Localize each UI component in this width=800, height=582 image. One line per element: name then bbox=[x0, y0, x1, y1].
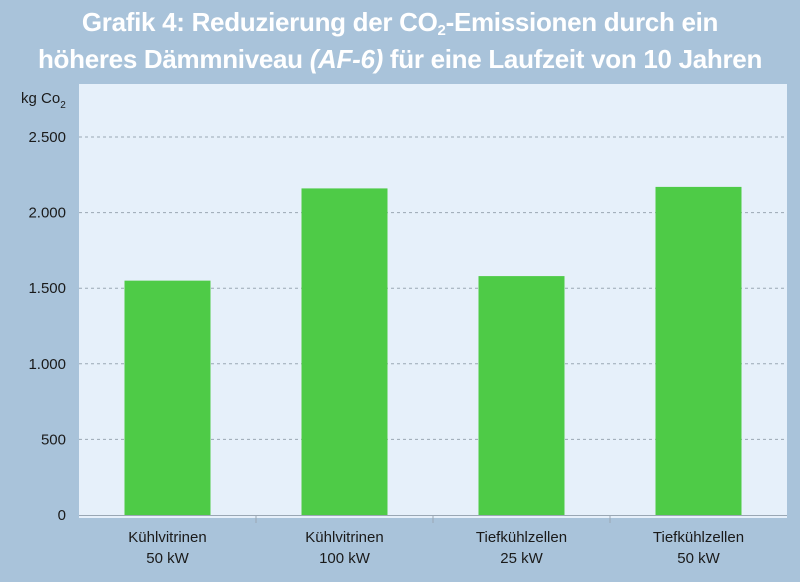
chart-title-line-2: höheres Dämmniveau (AF-6) für eine Laufz… bbox=[0, 41, 800, 78]
bar bbox=[655, 186, 742, 515]
x-category-label: Tiefkühlzellen 50 kW bbox=[653, 529, 744, 567]
x-category-label: Kühlvitrinen 100 kW bbox=[305, 529, 383, 567]
y-tick-label: 2.500 bbox=[28, 129, 66, 146]
title-line2-suffix: für eine Laufzeit von 10 Jahren bbox=[382, 44, 763, 74]
title-line2-emphasis: (AF-6) bbox=[309, 44, 384, 74]
x-category-label: Kühlvitrinen 50 kW bbox=[128, 529, 206, 567]
y-tick-label: 500 bbox=[41, 431, 66, 448]
bar bbox=[478, 276, 565, 515]
y-tick-label: 2.000 bbox=[28, 205, 66, 222]
x-category-label: Tiefkühlzellen 25 kW bbox=[476, 529, 567, 567]
bar bbox=[124, 280, 211, 515]
title-line1-prefix: Grafik 4: Reduzierung der CO bbox=[81, 7, 438, 37]
chart-title: Grafik 4: Reduzierung der CO2-Emissionen… bbox=[0, 4, 800, 78]
y-axis-label: kg Co2 bbox=[21, 90, 66, 111]
title-line1-suffix: -Emissionen durch ein bbox=[445, 7, 719, 37]
bar bbox=[301, 188, 388, 515]
chart-title-line-1: Grafik 4: Reduzierung der CO2-Emissionen… bbox=[0, 4, 800, 41]
y-tick-label: 1.500 bbox=[28, 280, 66, 297]
y-tick-label: 1.000 bbox=[28, 356, 66, 373]
y-tick-label: 0 bbox=[58, 507, 66, 524]
title-line2-prefix: höheres Dämmniveau bbox=[37, 44, 310, 74]
title-line1-subscript: 2 bbox=[437, 22, 446, 39]
